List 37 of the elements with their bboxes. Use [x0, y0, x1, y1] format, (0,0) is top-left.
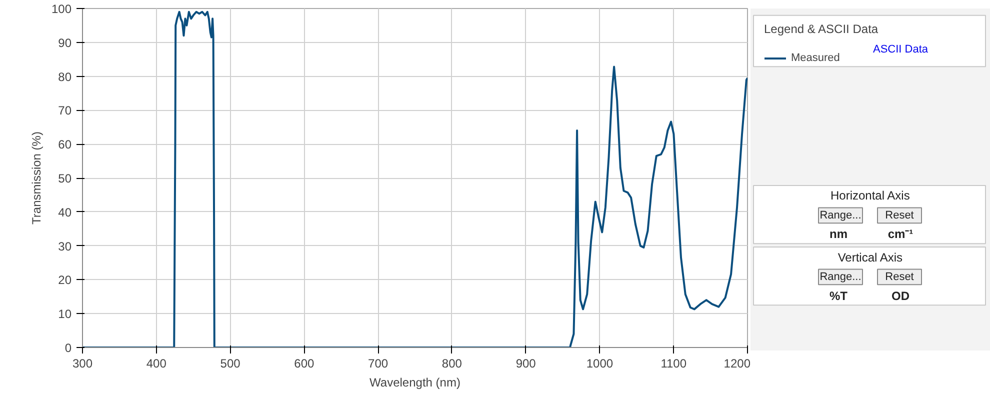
- text: Range...: [820, 270, 862, 283]
- y-tick-label: 50: [58, 172, 72, 186]
- y-tick-label: 70: [58, 104, 72, 118]
- x-tick-label: 800: [442, 356, 462, 370]
- y-tick-label: 10: [58, 307, 72, 322]
- legend-label: Measured: [791, 52, 840, 64]
- y-tick-label: 60: [58, 138, 72, 152]
- text: Vertical Axis: [838, 250, 903, 264]
- line-series: [82, 10, 748, 348]
- y-tick-label: 90: [58, 36, 72, 50]
- x-tick-label: 700: [368, 356, 388, 370]
- text: OD: [892, 288, 910, 303]
- x-tick-label: 400: [146, 356, 167, 370]
- text: Horizontal Axis: [830, 188, 910, 203]
- text: %T: [830, 288, 848, 303]
- x-tick-label: 1200: [724, 356, 751, 370]
- y-tick-label: 30: [58, 239, 72, 254]
- text: ASCII Data: [872, 44, 929, 56]
- x-tick-label: 900: [516, 356, 536, 370]
- y-tick-label: 0: [64, 341, 72, 355]
- text: cm⁻¹: [888, 227, 914, 242]
- x-axis-title: Wavelength (nm): [370, 376, 460, 390]
- text: Range...: [820, 209, 862, 222]
- y-tick-label: 20: [58, 273, 72, 288]
- text: Reset: [885, 270, 914, 283]
- y-tick-label: 100: [51, 2, 72, 16]
- x-tick-label: 300: [72, 356, 93, 370]
- y-tick-label: 40: [58, 205, 72, 220]
- x-tick-label: 1100: [660, 356, 687, 370]
- x-tick-label: 1000: [586, 356, 614, 370]
- text: Reset: [885, 209, 914, 222]
- y-axis-title: Transmission (%): [29, 132, 44, 224]
- x-tick-label: 500: [220, 356, 241, 370]
- x-tick-label: 600: [294, 356, 315, 370]
- y-tick-label: 80: [58, 70, 72, 84]
- text: nm: [830, 227, 848, 242]
- legend-title: Legend & ASCII Data: [764, 22, 878, 36]
